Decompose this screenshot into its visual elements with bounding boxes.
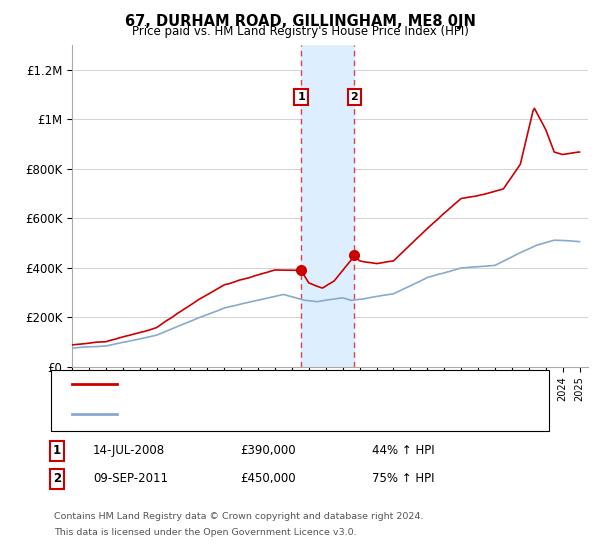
Text: 1: 1	[297, 92, 305, 102]
Text: 14-JUL-2008: 14-JUL-2008	[93, 444, 165, 458]
Text: 67, DURHAM ROAD, GILLINGHAM, ME8 0JN (detached house): 67, DURHAM ROAD, GILLINGHAM, ME8 0JN (de…	[123, 379, 462, 389]
Text: 67, DURHAM ROAD, GILLINGHAM, ME8 0JN: 67, DURHAM ROAD, GILLINGHAM, ME8 0JN	[125, 14, 475, 29]
Text: 2: 2	[53, 472, 61, 486]
Text: Contains HM Land Registry data © Crown copyright and database right 2024.: Contains HM Land Registry data © Crown c…	[54, 512, 424, 521]
Text: 1: 1	[53, 444, 61, 458]
Text: 2: 2	[350, 92, 358, 102]
Text: £390,000: £390,000	[240, 444, 296, 458]
Text: 44% ↑ HPI: 44% ↑ HPI	[372, 444, 434, 458]
Text: This data is licensed under the Open Government Licence v3.0.: This data is licensed under the Open Gov…	[54, 528, 356, 536]
Text: HPI: Average price, detached house, Medway: HPI: Average price, detached house, Medw…	[123, 409, 376, 419]
Text: £450,000: £450,000	[240, 472, 296, 486]
Bar	[301, 45, 355, 367]
Text: 75% ↑ HPI: 75% ↑ HPI	[372, 472, 434, 486]
Text: Price paid vs. HM Land Registry's House Price Index (HPI): Price paid vs. HM Land Registry's House …	[131, 25, 469, 38]
Text: 09-SEP-2011: 09-SEP-2011	[93, 472, 168, 486]
